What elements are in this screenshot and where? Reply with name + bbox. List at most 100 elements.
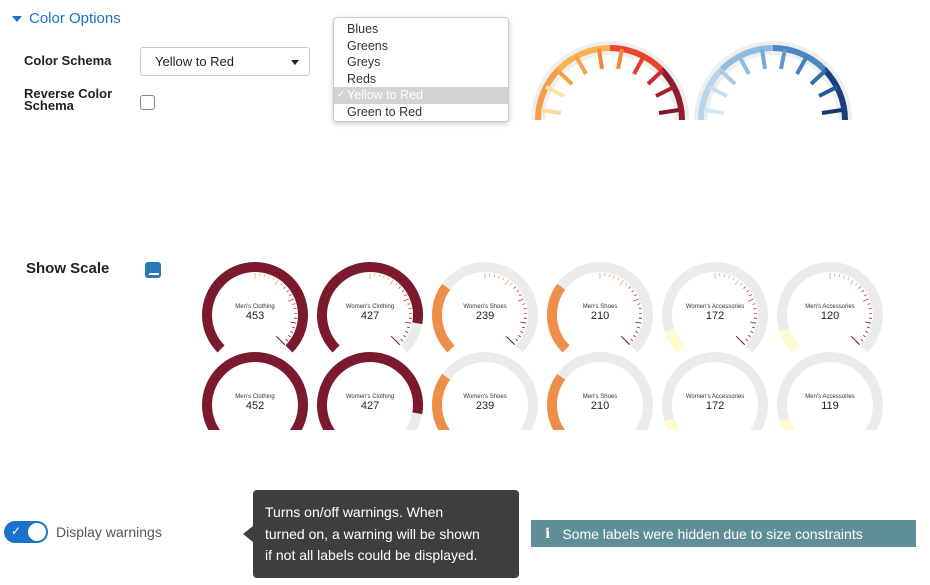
gauge-title: Men's Accessories <box>805 394 855 400</box>
gauge-track <box>662 262 768 353</box>
option-greens[interactable]: Greens <box>334 38 508 55</box>
gauge-title: Women's Accessories <box>686 394 744 400</box>
gauge-scale <box>829 273 872 346</box>
blues-preview-gauge <box>694 41 852 121</box>
option-label: Reds <box>347 71 377 86</box>
gauge-title: Men's Shoes <box>583 304 618 310</box>
gauge-scale <box>369 273 412 346</box>
option-label: Yellow to Red <box>347 88 423 102</box>
gauge-value: 452 <box>246 400 264 412</box>
gauge-fill <box>202 262 308 353</box>
option-reds[interactable]: Reds <box>334 71 508 88</box>
gauge-fill <box>317 352 423 430</box>
option-yellow-to-red[interactable]: ✓ Yellow to Red <box>334 87 508 104</box>
gauge-track <box>777 262 883 353</box>
option-label: Green to Red <box>347 104 423 119</box>
gauge-title: Men's Accessories <box>805 304 855 310</box>
color-schema-select[interactable]: Yellow to Red <box>140 47 310 76</box>
chevron-down-icon <box>291 60 299 65</box>
color-options-toggle[interactable]: Color Options <box>12 10 121 27</box>
gauge-value: 427 <box>361 310 379 322</box>
gauge-fill <box>664 328 685 353</box>
tooltip-arrow <box>243 526 253 542</box>
reverse-label-line1: Reverse Color <box>24 86 113 101</box>
gauge-scale <box>254 273 297 346</box>
display-warnings-label: Display warnings <box>56 524 162 540</box>
gauge-scale <box>599 273 642 346</box>
show-scale-checkbox[interactable] <box>145 262 161 278</box>
option-label: Greys <box>347 55 381 69</box>
gauge-value: 172 <box>706 400 724 412</box>
tooltip-line: Turns on/off warnings. When <box>265 504 444 520</box>
caret-down-icon <box>12 15 22 22</box>
option-greys[interactable]: Greys <box>334 54 508 71</box>
gauge-value: 427 <box>361 400 379 412</box>
gauge-title: Men's Clothing <box>235 394 275 400</box>
gauge-value: 239 <box>476 400 494 412</box>
gauge-fill <box>547 373 566 430</box>
tooltip-line: turned on, a warning will be shown <box>265 525 480 542</box>
gauge-title: Women's Clothing <box>346 304 394 310</box>
option-green-to-red[interactable]: Green to Red <box>334 104 508 121</box>
gauge-track <box>777 352 883 430</box>
gauge-title: Women's Clothing <box>346 394 394 400</box>
gauge-value: 210 <box>591 310 609 322</box>
gauge-track <box>662 352 768 430</box>
gauge-value: 120 <box>821 310 839 322</box>
reverse-schema-checkbox[interactable] <box>140 95 155 110</box>
color-schema-label: Color Schema <box>24 53 112 68</box>
gauge-fill <box>547 283 570 353</box>
gauge-title: Women's Accessories <box>686 304 744 310</box>
gauge-title: Women's Shoes <box>463 394 506 400</box>
gauge-value: 119 <box>821 400 839 412</box>
gauge-fill <box>779 418 796 430</box>
tooltip-line: if not all labels could be displayed. <box>265 547 478 563</box>
gauge-value: 239 <box>476 310 494 322</box>
gauge-value: 210 <box>591 400 609 412</box>
gauge-fill <box>202 352 308 430</box>
check-icon: ✓ <box>11 524 22 538</box>
color-schema-value: Yellow to Red <box>155 54 235 69</box>
gauge-scale <box>714 273 757 346</box>
gauge-scale <box>484 273 527 346</box>
option-label: Greens <box>347 38 388 53</box>
color-preview <box>531 41 852 121</box>
gauge-fill <box>317 262 423 353</box>
gauge-value: 172 <box>706 310 724 322</box>
gauge-fill <box>779 328 800 353</box>
gauge-title: Women's Shoes <box>463 304 506 310</box>
checkmark-icon <box>148 264 159 275</box>
section-title: Color Options <box>29 10 121 27</box>
toggle-knob <box>28 523 46 541</box>
show-scale-label: Show Scale <box>26 260 110 277</box>
display-warnings-toggle[interactable]: ✓ <box>4 521 48 543</box>
warnings-tooltip: Turns on/off warnings. When turned on, a… <box>253 490 519 578</box>
reverse-label-line2: Schema <box>24 98 74 113</box>
option-blues[interactable]: Blues <box>334 21 508 38</box>
gauge-title: Men's Shoes <box>583 394 618 400</box>
gauge-fill <box>664 418 681 430</box>
labels-hidden-info: i Some labels were hidden due to size co… <box>531 520 916 547</box>
color-schema-dropdown: Blues Greens Greys Reds ✓ Yellow to Red G… <box>333 17 509 122</box>
checkmark-icon: ✓ <box>337 89 346 100</box>
gauge-fill <box>432 283 455 353</box>
info-icon: i <box>545 525 551 542</box>
gauge-value: 453 <box>246 310 264 322</box>
yellow-red-preview-gauge <box>531 41 689 121</box>
gauge-fill <box>432 373 451 430</box>
gauge-title: Men's Clothing <box>235 304 275 310</box>
info-text: Some labels were hidden due to size cons… <box>562 525 863 542</box>
